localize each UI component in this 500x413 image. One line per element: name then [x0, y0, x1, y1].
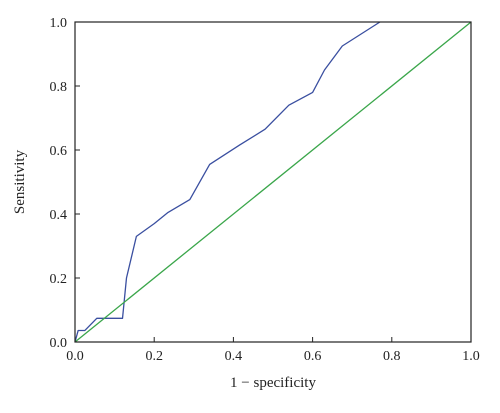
- x-axis-label: 1 − specificity: [230, 375, 316, 391]
- x-tick-label: 0.8: [383, 349, 401, 364]
- x-tick-label: 0.6: [304, 349, 322, 364]
- y-tick-label: 0.4: [50, 208, 68, 223]
- y-tick-label: 0.0: [50, 336, 68, 351]
- x-tick-label: 1.0: [462, 349, 480, 364]
- axis-ticks: 0.0 0.2 0.4 0.6 0.8 1.0 0.0 0.2 0.4 0.6 0.8 1.0: [50, 16, 480, 364]
- x-tick-label: 0.4: [225, 349, 243, 364]
- x-tick-label: 0.2: [145, 349, 163, 364]
- y-tick-label: 1.0: [50, 16, 68, 31]
- y-axis-label: Sensitivity: [12, 149, 28, 214]
- y-tick-label: 0.6: [50, 144, 68, 159]
- y-tick-label: 0.8: [50, 80, 68, 95]
- plot-frame: [74, 21, 472, 343]
- roc-curve-line: [74, 21, 381, 343]
- x-tick-label: 0.0: [66, 349, 84, 364]
- plot-area: [74, 21, 472, 343]
- reference-diagonal-line: [74, 21, 472, 343]
- y-tick-label: 0.2: [50, 272, 68, 287]
